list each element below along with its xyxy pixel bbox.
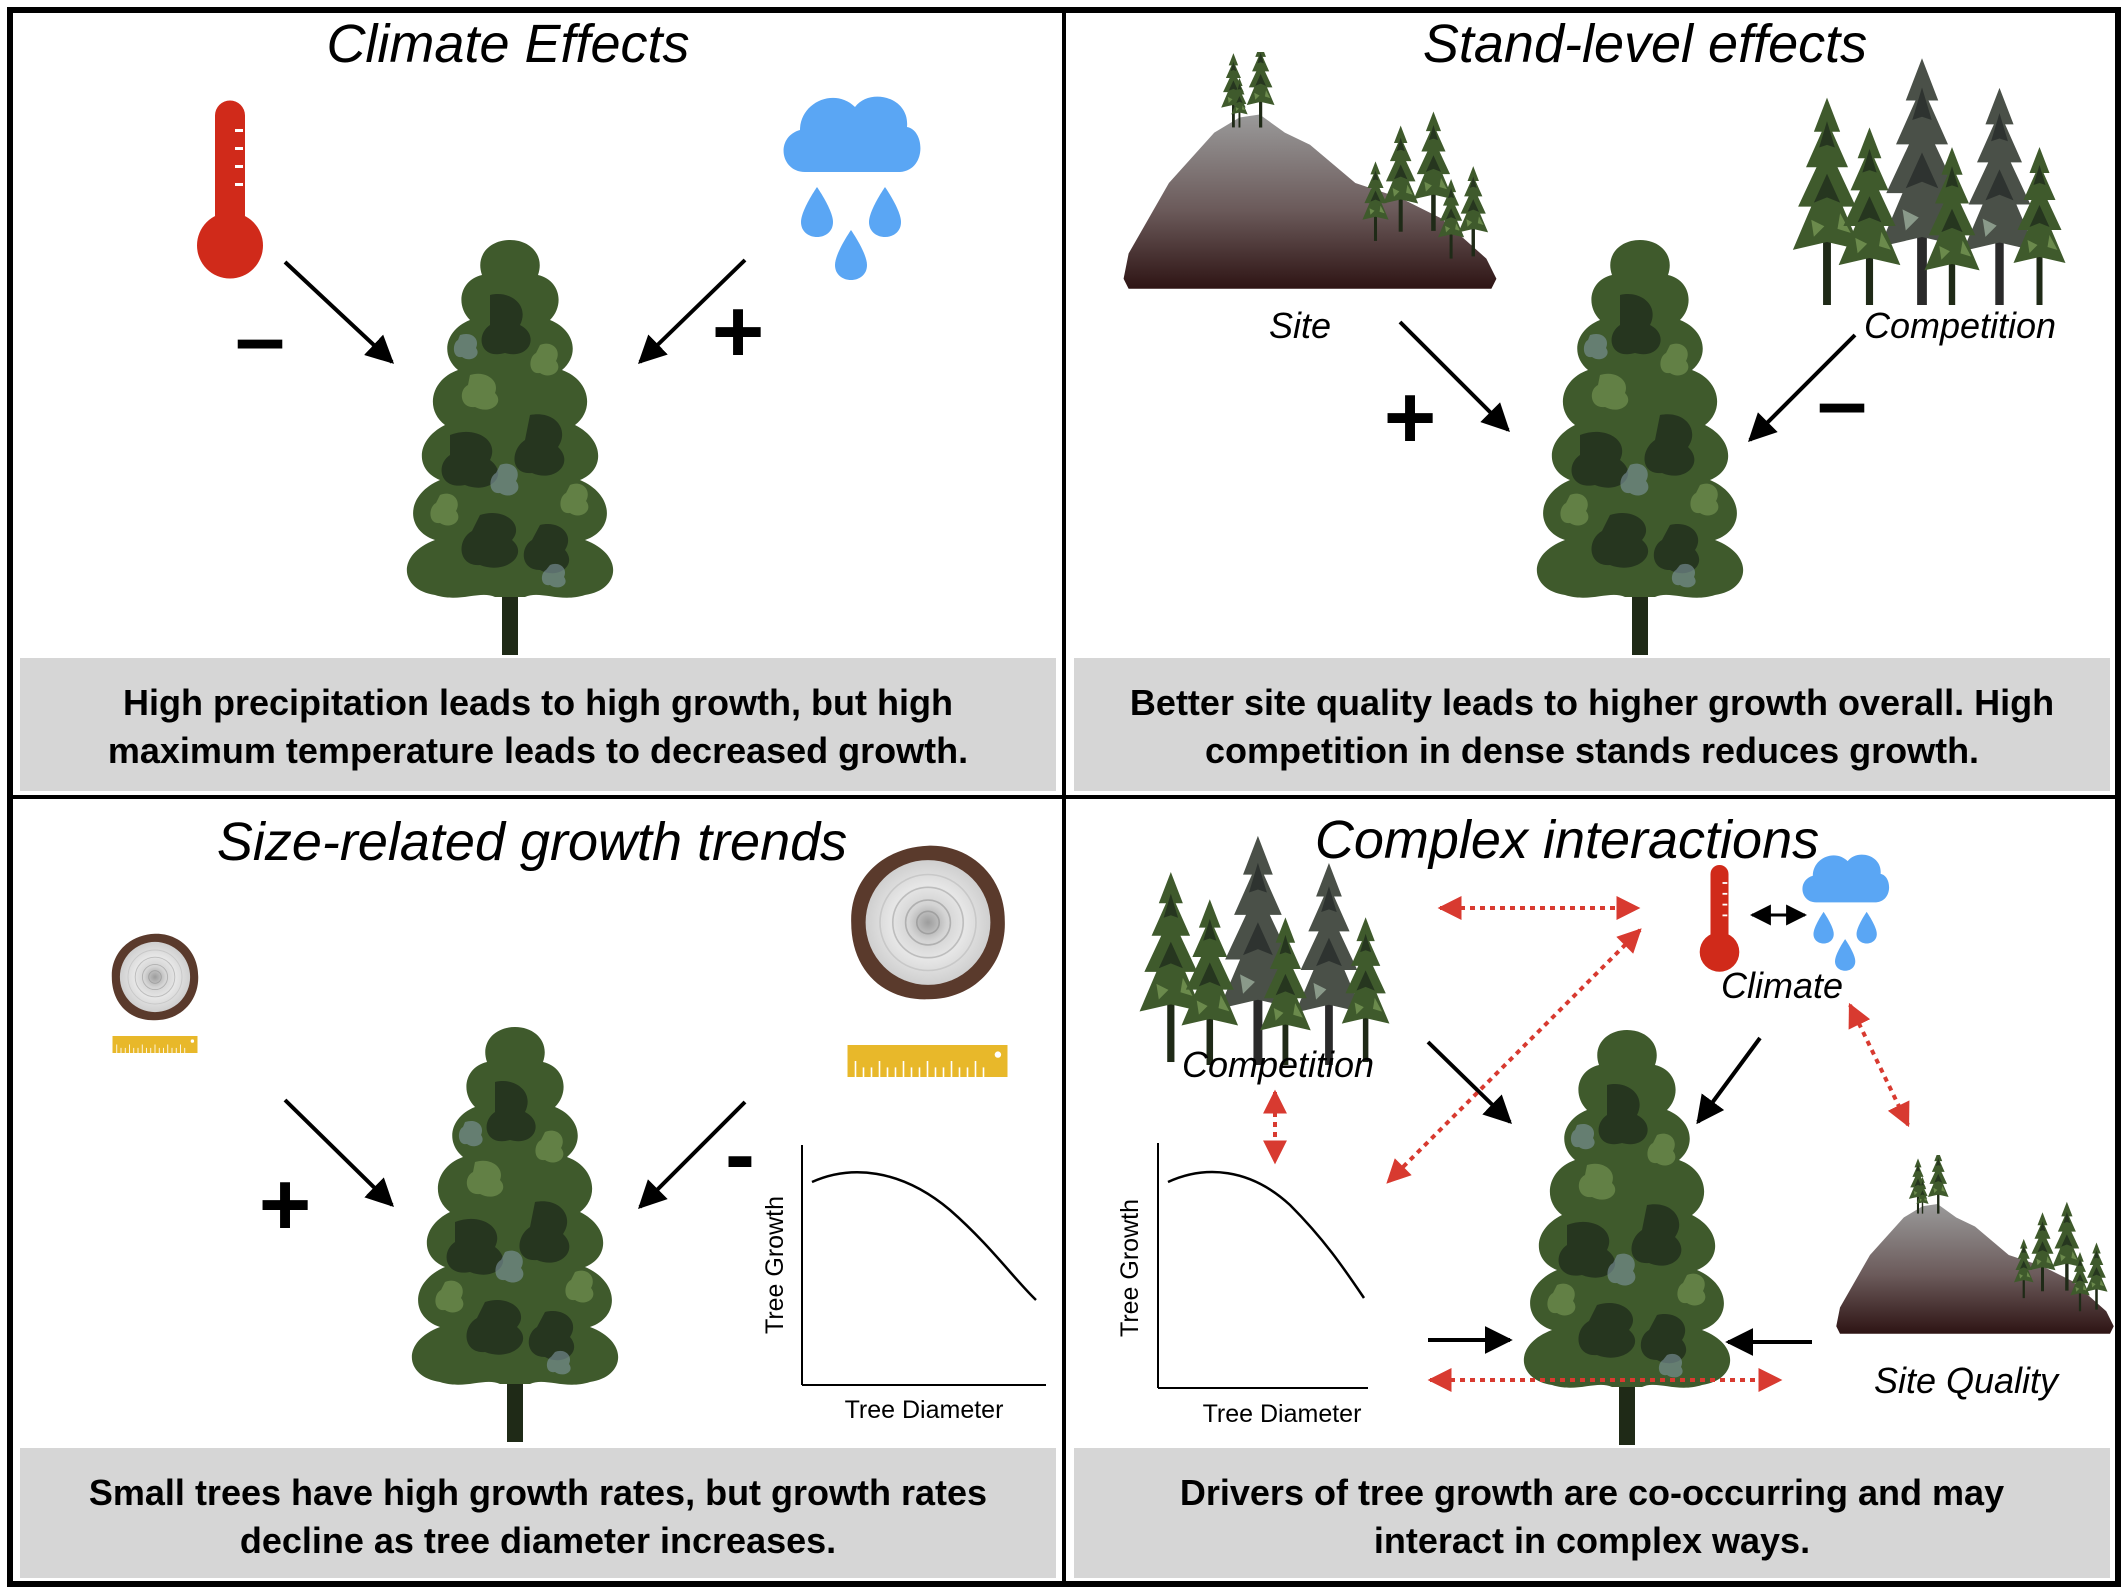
rain-cloud-icon — [783, 96, 921, 280]
panel-stand-level-effects: Stand-level effects Site Competition + –… — [1074, 14, 2110, 791]
arrow-site-to-tree — [1398, 320, 1510, 432]
panel-complex-interactions: Complex interactions Competition Climate… — [1074, 810, 2114, 1578]
panel-title: Size-related growth trends — [217, 812, 847, 872]
caption-line-2: interact in complex ways. — [1374, 1520, 1810, 1561]
panel-title: Climate Effects — [326, 14, 689, 74]
climate-label: Climate — [1721, 965, 1843, 1006]
thermometer-icon — [195, 98, 265, 281]
growth-chart: Tree Diameter Tree Growth — [1116, 1143, 1368, 1428]
interaction-climate-site — [1848, 1002, 1910, 1128]
growth-curve — [811, 1171, 1037, 1301]
y-axis-label: Tree Growth — [761, 1196, 789, 1334]
x-axis-label: Tree Diameter — [845, 1396, 1004, 1424]
caption-line-1: Drivers of tree growth are co-occurring … — [1180, 1472, 2004, 1513]
arrow-small-to-tree — [283, 1098, 394, 1207]
caption-box — [1074, 658, 2110, 791]
large-trunk-section-icon — [850, 844, 1006, 1001]
arrow-competition-to-tree — [1748, 333, 1857, 442]
thermometer-icon — [1698, 865, 1741, 973]
tree-icon — [411, 1027, 619, 1442]
caption-line-1: Better site quality leads to higher grow… — [1130, 682, 2054, 723]
competition-label: Competition — [1864, 305, 2056, 346]
negative-sign: - — [725, 1105, 755, 1205]
panel-title: Complex interactions — [1315, 810, 1819, 870]
negative-sign: – — [235, 288, 285, 388]
site-quality-label: Site Quality — [1874, 1360, 2060, 1401]
site-label: Site — [1269, 305, 1331, 346]
positive-sign: + — [712, 282, 765, 382]
arrow-large-to-tree — [638, 1100, 747, 1209]
forest-competition-icon — [1140, 836, 1390, 1071]
tree-icon — [406, 240, 614, 655]
caption-line-2: decline as tree diameter increases. — [240, 1520, 836, 1561]
y-axis-label: Tree Growth — [1116, 1199, 1144, 1337]
caption-line-2: maximum temperature leads to decreased g… — [108, 730, 968, 771]
arrow-precipitation-to-tree — [637, 258, 747, 364]
caption-box — [1074, 1448, 2110, 1578]
panel-size-related-growth-trends: Size-related growth trends + - Tree Diam… — [20, 812, 1056, 1578]
small-trunk-section-icon — [111, 933, 199, 1021]
tree-icon — [1536, 240, 1744, 655]
competition-label: Competition — [1182, 1044, 1374, 1085]
caption-line-1: Small trees have high growth rates, but … — [89, 1472, 987, 1513]
arrow-climate-to-tree — [1696, 1036, 1762, 1125]
growth-curve — [1167, 1170, 1366, 1299]
caption-line-2: competition in dense stands reduces grow… — [1205, 730, 1979, 771]
forest-competition-icon — [1793, 58, 2066, 315]
caption-box — [20, 658, 1056, 791]
tree-icon — [1523, 1030, 1731, 1445]
arrow-competition-to-tree — [1426, 1040, 1513, 1124]
mountain-site-icon — [1836, 1151, 2114, 1334]
large-ruler-icon — [846, 1045, 1009, 1077]
mountain-site-icon — [1124, 43, 1497, 289]
panel-title: Stand-level effects — [1423, 14, 1867, 74]
arrow-temperature-to-tree — [283, 260, 395, 364]
positive-sign: + — [1384, 368, 1437, 468]
x-axis-label: Tree Diameter — [1203, 1400, 1362, 1428]
positive-sign: + — [259, 1155, 312, 1255]
negative-sign: – — [1817, 352, 1867, 452]
rain-cloud-icon — [1802, 854, 1890, 971]
caption-line-1: High precipitation leads to high growth,… — [123, 682, 953, 723]
caption-box — [20, 1448, 1056, 1578]
small-ruler-icon — [112, 1036, 198, 1053]
panel-climate-effects: Climate Effects – + High precipitation l… — [20, 14, 1056, 791]
growth-chart: Tree Diameter Tree Growth — [761, 1145, 1046, 1424]
